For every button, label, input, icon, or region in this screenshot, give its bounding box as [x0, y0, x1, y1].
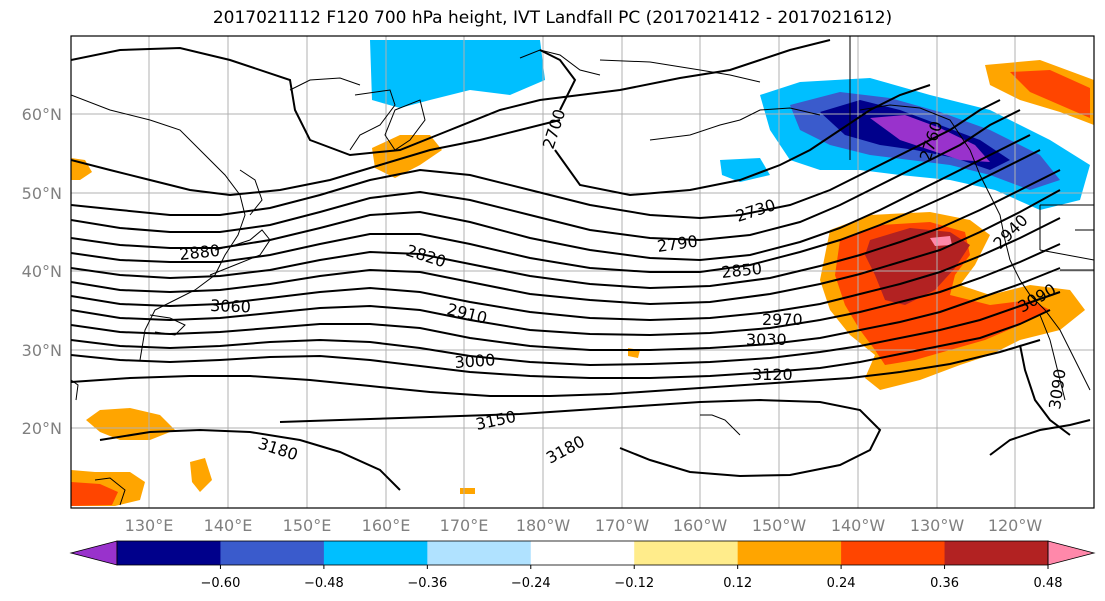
colorbar-tick-label: −0.12 [614, 576, 654, 591]
colorbar-extend-high [1047, 540, 1096, 566]
lat-label: 30°N [22, 341, 62, 360]
colorbar-tick-label: 0.36 [930, 576, 959, 591]
lon-label: 170°E [440, 516, 489, 535]
lat-label: 40°N [22, 262, 62, 281]
colorbar-segment [530, 541, 635, 565]
latitude-labels: 60°N 50°N 40°N 30°N 20°N [22, 105, 62, 438]
colorbar-segment [220, 541, 325, 565]
colorbar-tick-label: −0.36 [407, 576, 447, 591]
lat-label: 20°N [22, 419, 62, 438]
colorbar-segment [427, 541, 532, 565]
colorbar-tick-label: −0.48 [304, 576, 344, 591]
colorbar-tick-label: 0.12 [723, 576, 752, 591]
contour-label: 3000 [454, 350, 496, 372]
colorbar-segment [634, 541, 739, 565]
longitude-labels: 130°E 140°E 150°E 160°E 170°E 180°W 170°… [125, 516, 1043, 535]
lon-label: 180°W [516, 516, 571, 535]
map-frame [70, 35, 1095, 509]
colorbar-extend-low [69, 540, 118, 566]
lon-label: 140°W [831, 516, 886, 535]
colorbar-tick-label: −0.24 [511, 576, 551, 591]
lon-label: 140°E [204, 516, 253, 535]
lon-label: 120°W [988, 516, 1043, 535]
colorbar-tick-label: −0.60 [201, 576, 241, 591]
colorbar: −0.60 −0.48 −0.36 −0.24 −0.12 0.12 0.24 0.36 0.4… [69, 540, 1096, 591]
lat-label: 60°N [22, 105, 62, 124]
map-title: 2017021112 F120 700 hPa height, IVT Land… [212, 8, 893, 28]
contour-label: 3120 [752, 365, 793, 384]
colorbar-segment [323, 541, 428, 565]
colorbar-segment [944, 541, 1049, 565]
contour-label: 2850 [720, 259, 762, 282]
lat-label: 50°N [22, 184, 62, 203]
lon-label: 130°W [910, 516, 965, 535]
colorbar-segment [117, 541, 221, 565]
colorbar-segment [841, 541, 946, 565]
lon-label: 160°E [362, 516, 411, 535]
lon-label: 150°E [283, 516, 332, 535]
contour-label: 3060 [210, 296, 251, 316]
colorbar-tick-label: 0.48 [1034, 576, 1063, 591]
ivt-shading [71, 40, 1094, 506]
contour-label: 2880 [178, 241, 220, 264]
lon-label: 130°E [125, 516, 174, 535]
lon-label: 150°W [752, 516, 807, 535]
lon-label: 170°W [595, 516, 650, 535]
contour-label: 2970 [762, 310, 803, 329]
colorbar-segment [737, 541, 842, 565]
height-contours [71, 39, 1091, 491]
colorbar-tick-label: 0.24 [827, 576, 856, 591]
graticule [71, 36, 1094, 508]
contour-label: 3030 [746, 330, 787, 349]
lon-label: 160°W [673, 516, 728, 535]
